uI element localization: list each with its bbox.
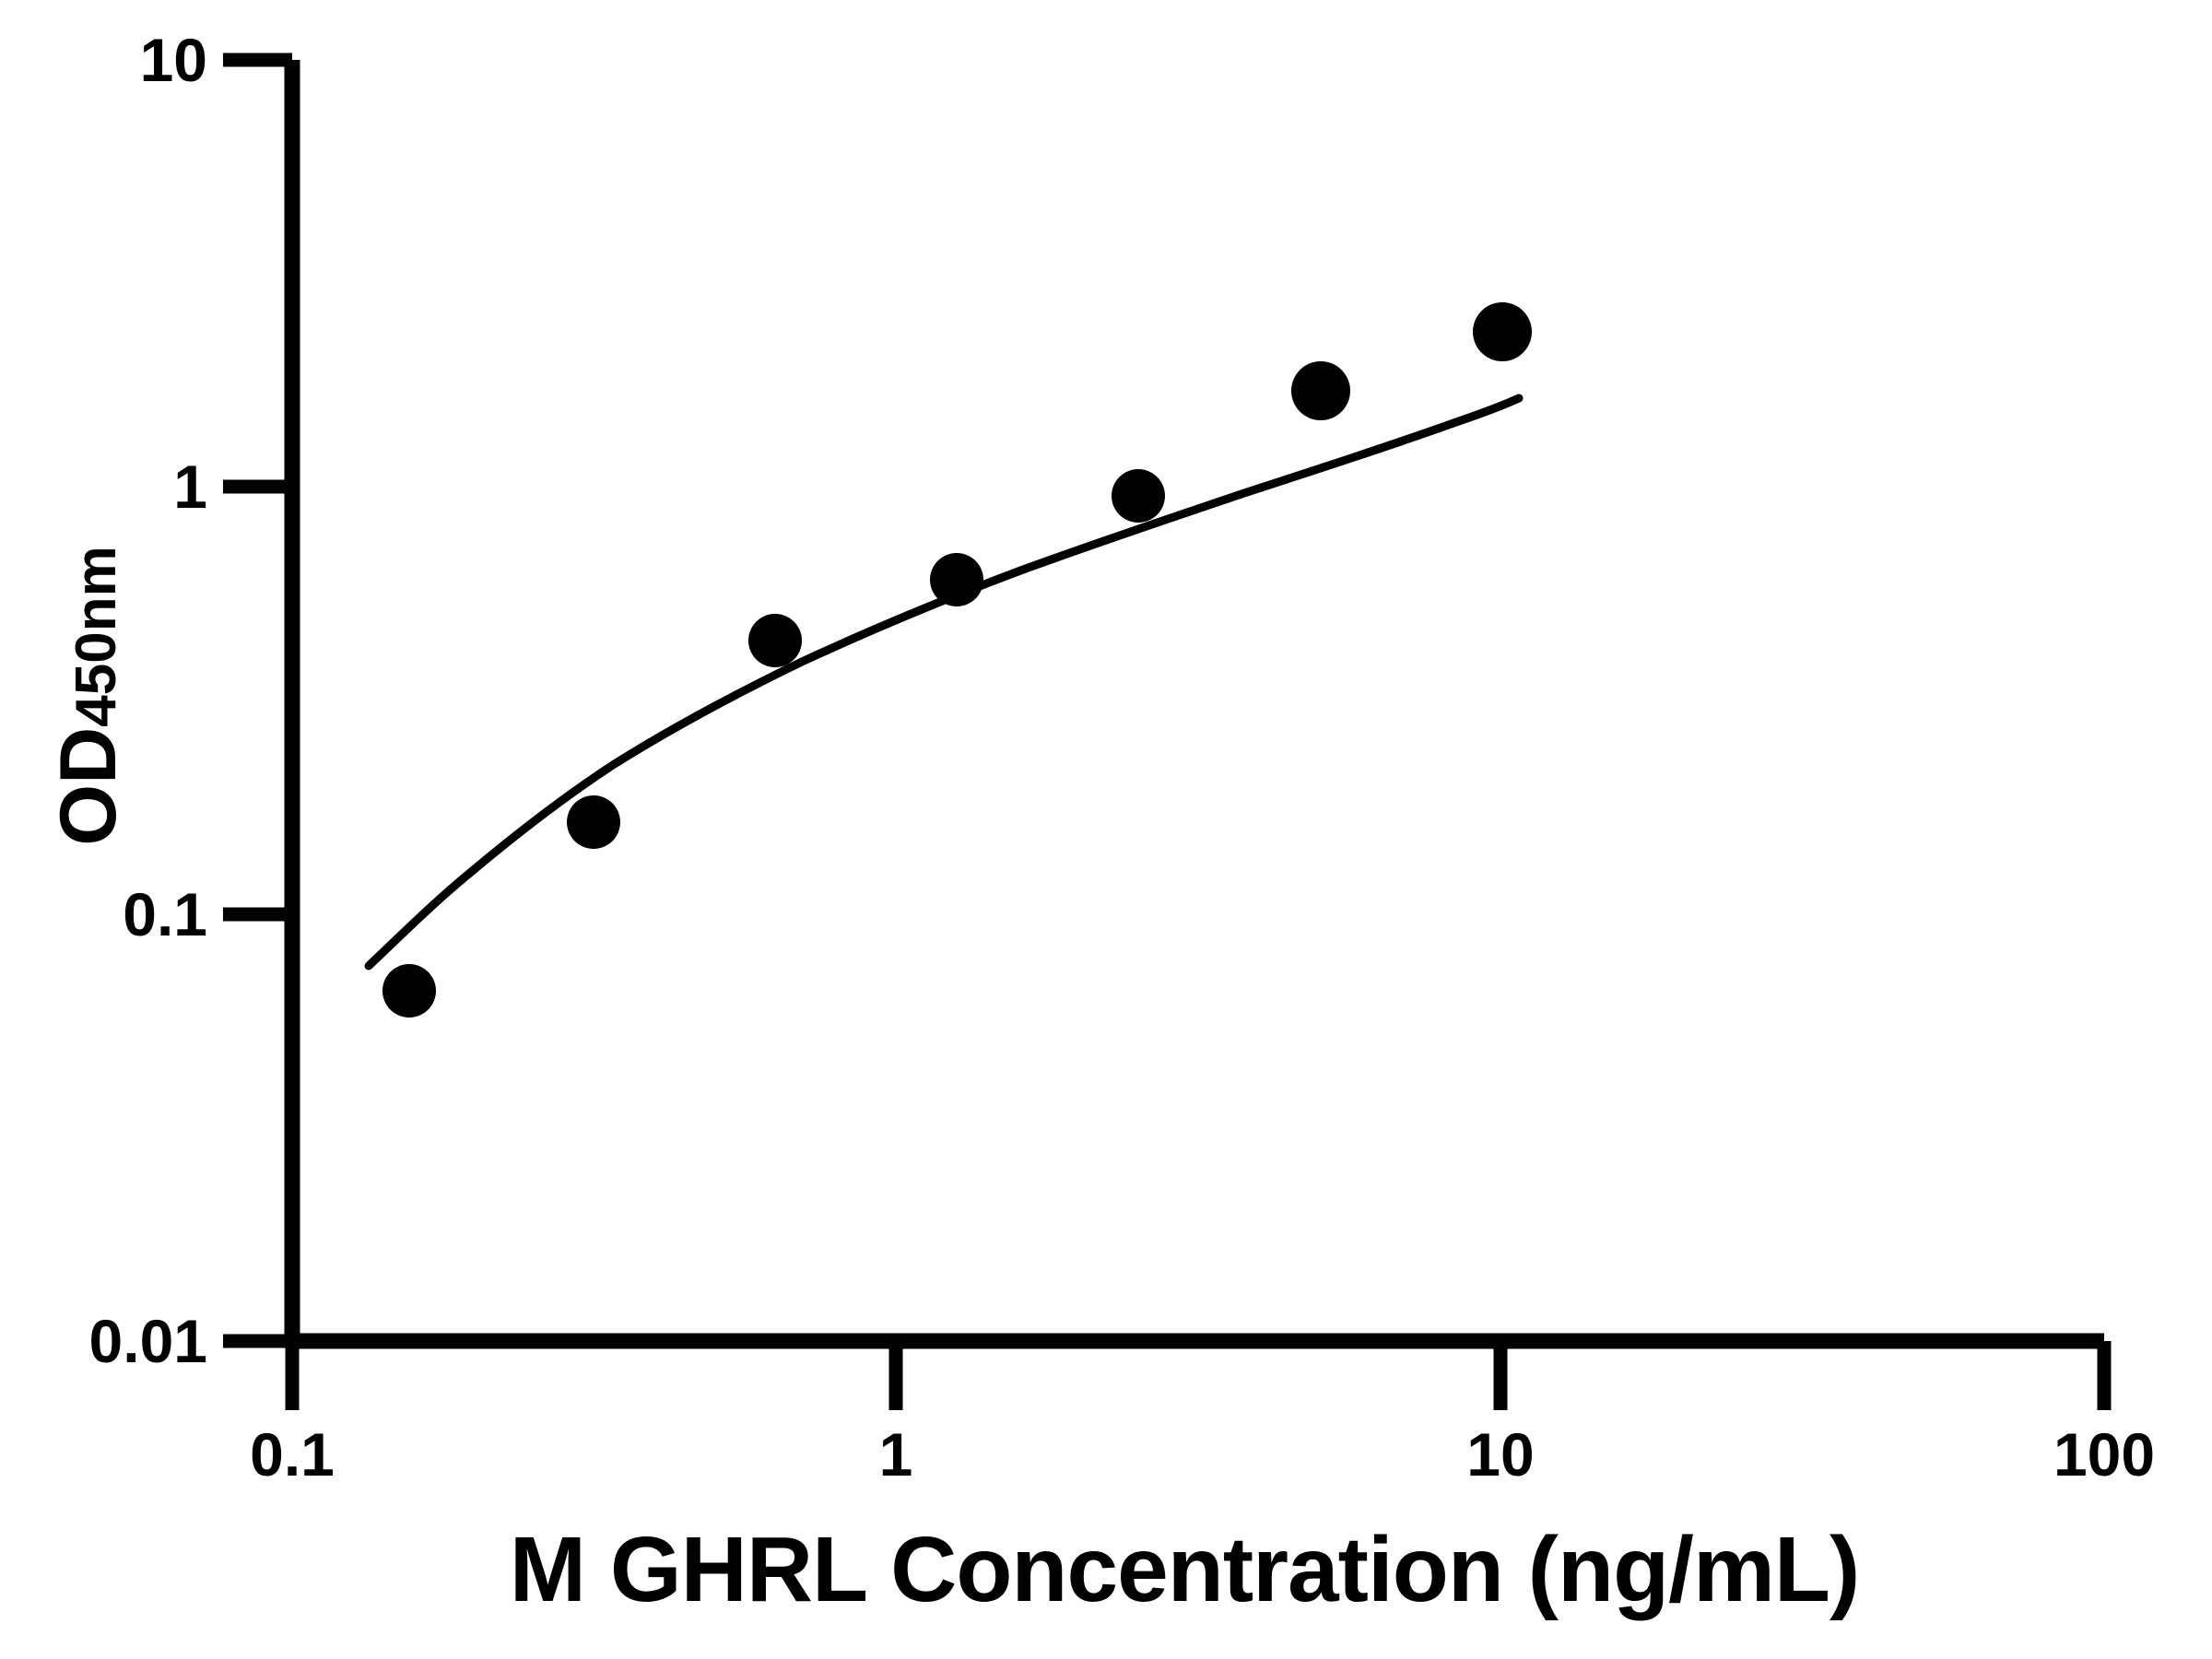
data-point bbox=[930, 553, 983, 606]
data-point bbox=[382, 964, 436, 1018]
x-tick-label-1: 1 bbox=[878, 1420, 913, 1488]
data-point-markers bbox=[382, 302, 1532, 1018]
y-tick-label-10: 10 bbox=[139, 26, 207, 94]
y-tick-label-1: 1 bbox=[173, 453, 207, 521]
axis-lines bbox=[284, 60, 2104, 1349]
y-axis-title-main: OD bbox=[44, 726, 133, 846]
y-axis-title-sub: 450nm bbox=[65, 546, 128, 727]
x-axis-title: M GHRL Concentration (ng/mL) bbox=[509, 1518, 1860, 1621]
data-point bbox=[748, 614, 802, 667]
x-tick-label-0.1: 0.1 bbox=[250, 1420, 335, 1488]
data-point bbox=[1291, 361, 1350, 420]
x-tick-label-100: 100 bbox=[2053, 1420, 2156, 1488]
y-tick-label-0.01: 0.01 bbox=[88, 1307, 207, 1375]
standard-curve-line bbox=[364, 394, 1524, 971]
data-point bbox=[1112, 469, 1165, 523]
x-tick-label-10: 10 bbox=[1466, 1420, 1535, 1488]
y-axis-title: OD450nm bbox=[44, 546, 133, 845]
y-axis-ticks bbox=[223, 53, 292, 1348]
x-axis-ticks bbox=[285, 1341, 2112, 1410]
y-tick-label-0.1: 0.1 bbox=[123, 880, 207, 948]
data-point bbox=[567, 795, 620, 849]
data-point bbox=[1473, 302, 1532, 361]
